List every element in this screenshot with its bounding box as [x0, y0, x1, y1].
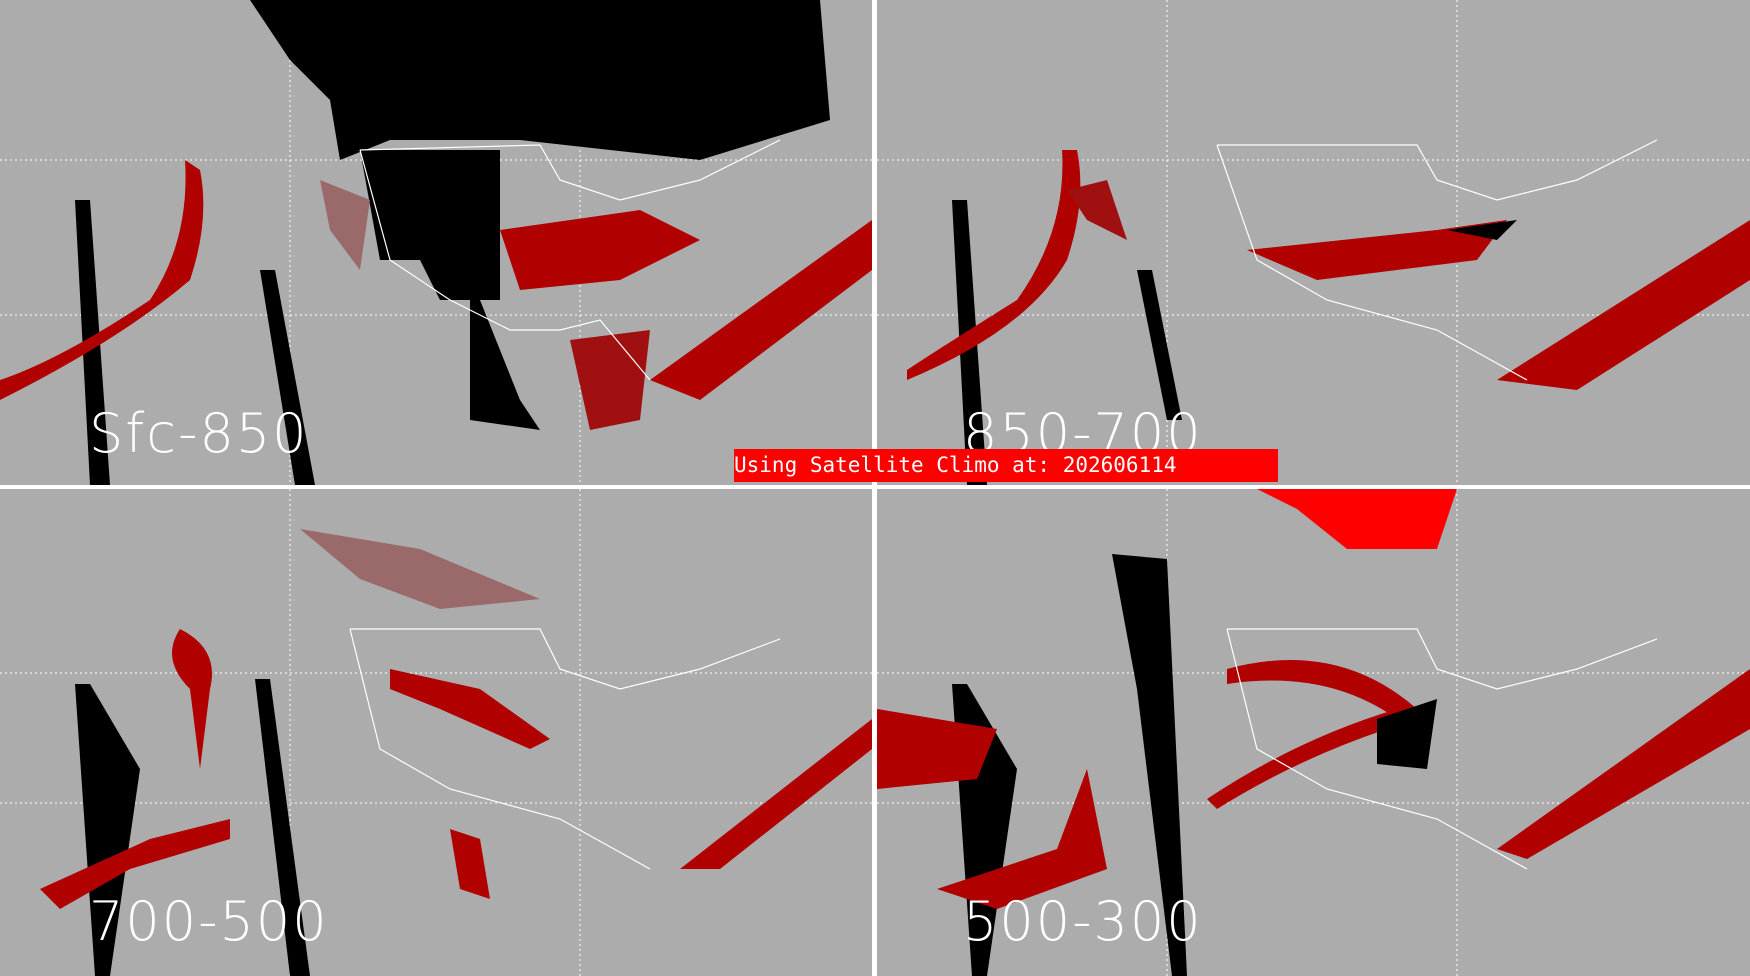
panel-850-700: 850-700	[877, 0, 1750, 485]
map-850-700	[877, 0, 1750, 485]
panel-700-500: 700-500	[0, 489, 872, 976]
satellite-climo-banner: Using Satellite Climo at: 202606114	[734, 449, 1278, 482]
map-sfc-850	[0, 0, 872, 485]
panel-label: Sfc-850	[89, 402, 309, 465]
panel-500-300: 500-300	[877, 489, 1750, 976]
map-700-500	[0, 489, 872, 976]
map-500-300	[877, 489, 1750, 976]
panel-label: 700-500	[89, 890, 329, 953]
panel-label: 500-300	[963, 890, 1203, 953]
panel-sfc-850: Sfc-850	[0, 0, 872, 485]
